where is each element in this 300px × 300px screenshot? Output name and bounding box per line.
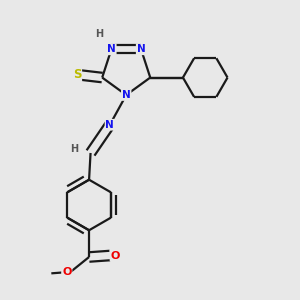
Text: N: N xyxy=(122,90,130,100)
Text: N: N xyxy=(106,120,114,130)
Text: O: O xyxy=(110,250,120,260)
Text: H: H xyxy=(70,143,78,154)
Text: O: O xyxy=(62,267,71,277)
Text: S: S xyxy=(73,68,81,81)
Text: H: H xyxy=(95,29,104,39)
Text: N: N xyxy=(137,44,146,54)
Text: N: N xyxy=(107,44,116,54)
